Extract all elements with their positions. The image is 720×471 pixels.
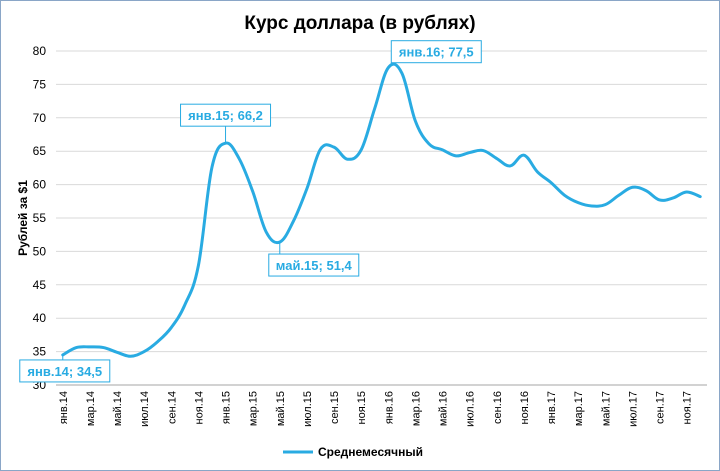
callout-0: янв.14; 34,5: [19, 354, 111, 383]
y-tick-80: 80: [33, 44, 47, 58]
x-tick-янв.14: янв.14: [58, 391, 70, 424]
chart-title: Курс доллара (в рублях): [244, 13, 475, 34]
x-tick-янв.15: янв.15: [221, 391, 233, 424]
callout-2: май.15; 51,4: [268, 242, 360, 277]
x-tick-май.16: май.16: [438, 391, 450, 426]
x-tick-labels: янв.14 мар.14 май.14 июл.14 сен.14 ноя.14 янв.…: [58, 391, 694, 427]
legend-label-srednemesyachny: Среднемесячный: [318, 445, 423, 459]
x-tick-сен.15: сен.15: [329, 391, 341, 424]
callout-3: янв.16; 77,5: [387, 40, 482, 69]
y-tick-55: 55: [33, 211, 47, 225]
x-tick-мар.16: мар.16: [410, 391, 422, 426]
x-tick-июл.14: июл.14: [139, 391, 151, 427]
legend: Среднемесячный: [283, 445, 423, 459]
x-tick-янв.16: янв.16: [383, 391, 395, 424]
x-tick-июл.15: июл.15: [302, 391, 314, 427]
y-axis-label: Рублей за $1: [16, 180, 30, 256]
x-tick-ноя.14: ноя.14: [193, 391, 205, 424]
y-tick-45: 45: [33, 278, 47, 292]
x-tick-янв.17: янв.17: [546, 391, 558, 424]
callout-box-0: [19, 359, 111, 383]
x-tick-сен.16: сен.16: [492, 391, 504, 424]
callout-leader-3: [387, 62, 396, 69]
x-tick-июл.16: июл.16: [465, 391, 477, 427]
y-tick-70: 70: [33, 111, 47, 125]
x-tick-ноя.16: ноя.16: [519, 391, 531, 424]
series-lines: [61, 62, 702, 358]
x-tick-мар.14: мар.14: [85, 391, 97, 426]
callout-1: янв.15; 66,2: [180, 103, 272, 144]
x-tick-мар.15: мар.15: [248, 391, 260, 426]
x-tick-ноя.17: ноя.17: [682, 391, 694, 424]
callout-box-3: [390, 40, 482, 64]
x-tick-май.14: май.14: [112, 391, 124, 426]
x-tick-ноя.15: ноя.15: [356, 391, 368, 424]
y-tick-65: 65: [33, 144, 47, 158]
x-tick-май.17: май.17: [600, 391, 612, 426]
y-tick-60: 60: [33, 178, 47, 192]
y-tick-50: 50: [33, 244, 47, 258]
callout-label-0: янв.14; 34,5: [27, 364, 102, 379]
x-tick-сен.14: сен.14: [166, 391, 178, 424]
y-tick-35: 35: [33, 345, 47, 359]
callout-box-1: [180, 103, 272, 127]
x-tick-мар.17: мар.17: [573, 391, 585, 426]
x-tick-июл.17: июл.17: [627, 391, 639, 427]
y-tick-40: 40: [33, 311, 47, 325]
x-tick-май.15: май.15: [275, 391, 287, 426]
data-callouts: янв.14; 34,5 янв.15; 66,2 май.15; 51,4 янв.…: [19, 40, 482, 383]
callout-label-1: янв.15; 66,2: [188, 108, 263, 123]
y-tick-75: 75: [33, 77, 47, 91]
callout-label-3: янв.16; 77,5: [399, 45, 474, 60]
series-line-0: [61, 62, 702, 358]
x-tick-сен.17: сен.17: [655, 391, 667, 424]
callout-box-2: [268, 253, 360, 277]
callout-label-2: май.15; 51,4: [276, 258, 353, 273]
